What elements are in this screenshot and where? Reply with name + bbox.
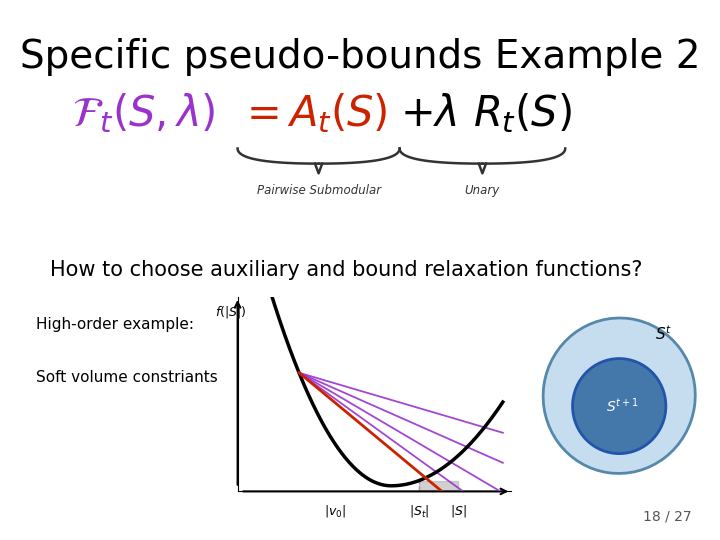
Text: Soft volume constriants: Soft volume constriants: [36, 370, 217, 386]
Text: $f(|S|)$: $f(|S|)$: [215, 305, 246, 320]
Text: $= A_t(S)$: $= A_t(S)$: [238, 91, 387, 136]
Ellipse shape: [572, 359, 666, 454]
Text: Pairwise Submodular: Pairwise Submodular: [257, 184, 381, 197]
Text: Unary: Unary: [465, 184, 500, 197]
Text: $+ \lambda\ R_t(S)$: $+ \lambda\ R_t(S)$: [400, 91, 572, 136]
Text: How to choose auxiliary and bound relaxation functions?: How to choose auxiliary and bound relaxa…: [50, 260, 643, 280]
Text: High-order example:: High-order example:: [36, 316, 194, 332]
Text: $S^t$: $S^t$: [655, 324, 672, 343]
Text: $S^{t+1}$: $S^{t+1}$: [606, 397, 639, 415]
Text: $|S|$: $|S|$: [450, 503, 467, 518]
Text: $|S_t|$: $|S_t|$: [409, 503, 429, 518]
Text: $\mathcal{F}_t(S,\lambda)$: $\mathcal{F}_t(S,\lambda)$: [72, 91, 215, 136]
Text: Specific pseudo-bounds Example 2: Specific pseudo-bounds Example 2: [19, 38, 701, 76]
Ellipse shape: [543, 318, 696, 474]
Text: 18 / 27: 18 / 27: [642, 510, 691, 524]
Text: $|v_0|$: $|v_0|$: [324, 503, 346, 518]
